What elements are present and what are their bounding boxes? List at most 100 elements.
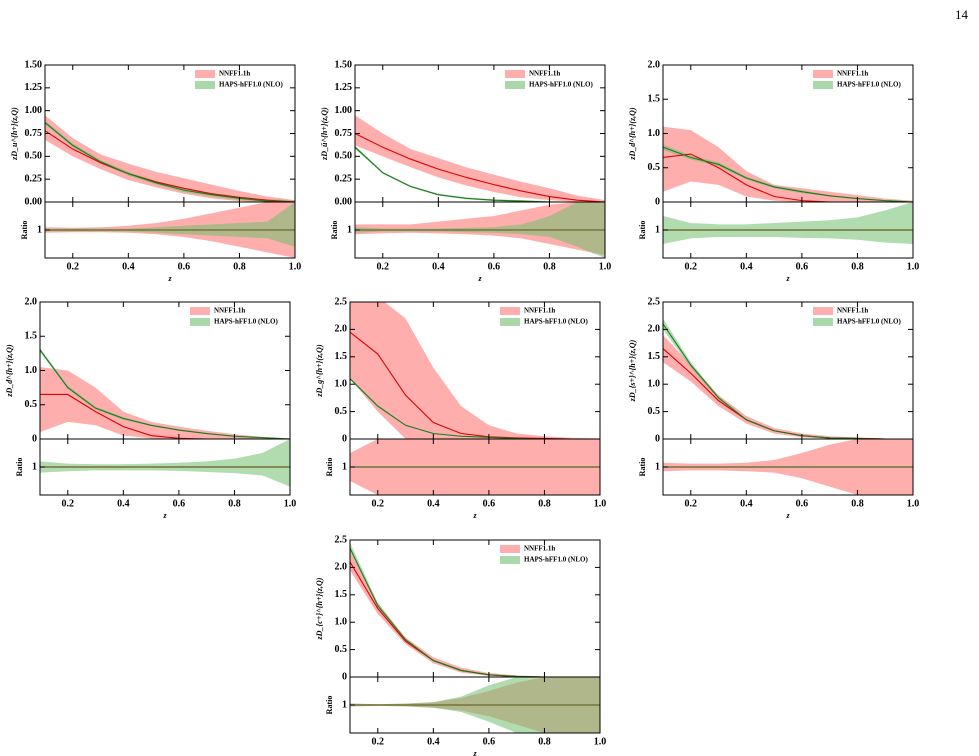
x-tick-label: 1.0 bbox=[594, 736, 607, 747]
x-tick-label: 0.8 bbox=[233, 261, 246, 272]
plot-area bbox=[355, 115, 605, 202]
error-band bbox=[355, 115, 605, 202]
x-tick-label: 0.4 bbox=[740, 498, 753, 509]
line bbox=[663, 348, 913, 439]
x-tick-label: 0.2 bbox=[685, 498, 698, 509]
legend-label: HAPS-hFF1.0 (NLO) bbox=[524, 556, 588, 564]
ratio-area bbox=[350, 677, 600, 733]
error-band bbox=[663, 126, 913, 202]
x-axis-label: z bbox=[162, 511, 167, 520]
y-tick-label: 1.50 bbox=[335, 59, 353, 70]
ratio-band bbox=[663, 202, 913, 244]
line bbox=[663, 146, 913, 202]
y-tick-label: 2.0 bbox=[648, 59, 661, 70]
y-tick-label: 1.50 bbox=[25, 59, 43, 70]
x-axis-label: z bbox=[785, 274, 790, 283]
y-tick-label: 2.5 bbox=[335, 534, 348, 545]
legend-label: NNFF1.1h bbox=[837, 70, 868, 78]
x-tick-label: 0.8 bbox=[851, 498, 864, 509]
y-tick-label: 1.00 bbox=[25, 105, 43, 116]
legend-swatch bbox=[500, 556, 520, 564]
plot-area bbox=[663, 126, 913, 202]
x-tick-label: 0.2 bbox=[62, 498, 75, 509]
y-tick-label: 0.75 bbox=[25, 128, 43, 139]
y-tick-label: 1.5 bbox=[25, 331, 38, 342]
ratio-label: Ratio bbox=[638, 221, 647, 240]
y-tick-label: 1 bbox=[655, 461, 660, 472]
plot-area bbox=[45, 115, 295, 202]
x-tick-label: 0.4 bbox=[427, 498, 440, 509]
error-band bbox=[40, 367, 290, 439]
y-tick-label: 0 bbox=[655, 433, 660, 444]
ratio-label: Ratio bbox=[638, 458, 647, 477]
x-tick-label: 0.4 bbox=[117, 498, 130, 509]
x-tick-label: 0.8 bbox=[538, 736, 551, 747]
y-tick-label: 0.5 bbox=[335, 406, 348, 417]
x-tick-label: 0.4 bbox=[740, 261, 753, 272]
error-band bbox=[663, 144, 913, 202]
ratio-label: Ratio bbox=[15, 458, 24, 477]
plot-area bbox=[663, 318, 913, 439]
x-tick-label: 0.2 bbox=[685, 261, 698, 272]
y-axis-label: zD_g^{h+}(z,Q) bbox=[315, 344, 324, 398]
y-tick-label: 1.0 bbox=[25, 365, 38, 376]
y-tick-label: 0.5 bbox=[648, 406, 661, 417]
legend-label: HAPS-hFF1.0 (NLO) bbox=[529, 81, 593, 89]
x-tick-label: 1.0 bbox=[599, 261, 612, 272]
y-tick-label: 2.0 bbox=[335, 562, 348, 573]
legend-label: HAPS-hFF1.0 (NLO) bbox=[837, 81, 901, 89]
y-tick-label: 0 bbox=[655, 196, 660, 207]
legend-swatch bbox=[195, 70, 215, 78]
ratio-label: Ratio bbox=[325, 696, 334, 715]
legend-label: NNFF1.1h bbox=[524, 545, 555, 553]
ratio-area bbox=[350, 439, 600, 495]
y-tick-label: 1 bbox=[347, 224, 352, 235]
y-axis-label: zD_ū^{h+}(z,Q) bbox=[320, 107, 329, 161]
x-tick-label: 1.0 bbox=[594, 498, 607, 509]
legend-swatch bbox=[505, 81, 525, 89]
x-tick-label: 0.2 bbox=[372, 498, 385, 509]
ratio-label: Ratio bbox=[20, 221, 29, 240]
y-tick-label: 0 bbox=[32, 433, 37, 444]
y-tick-label: 1.25 bbox=[25, 82, 43, 93]
x-tick-label: 0.6 bbox=[483, 736, 496, 747]
line bbox=[45, 130, 295, 202]
x-tick-label: 1.0 bbox=[289, 261, 302, 272]
x-axis-label: z bbox=[785, 511, 790, 520]
y-axis-label: zD_u^{h+}(z,Q) bbox=[10, 107, 19, 161]
legend-swatch bbox=[500, 545, 520, 553]
y-tick-label: 1 bbox=[32, 461, 37, 472]
ratio-area bbox=[40, 439, 290, 487]
y-axis-label: zD_đ^{h+}(z,Q) bbox=[5, 344, 14, 398]
y-tick-label: 0.00 bbox=[25, 196, 43, 207]
legend-swatch bbox=[813, 307, 833, 315]
ratio-area bbox=[45, 202, 295, 258]
error-band bbox=[663, 334, 913, 439]
legend-swatch bbox=[195, 81, 215, 89]
y-tick-label: 2.0 bbox=[25, 296, 38, 307]
y-tick-label: 1.0 bbox=[335, 378, 348, 389]
legend-label: NNFF1.1h bbox=[219, 70, 250, 78]
y-tick-label: 0.5 bbox=[648, 162, 661, 173]
y-tick-label: 0.5 bbox=[335, 644, 348, 655]
y-tick-label: 1.5 bbox=[648, 351, 661, 362]
x-tick-label: 0.8 bbox=[851, 261, 864, 272]
error-band bbox=[45, 120, 295, 202]
legend-label: NNFF1.1h bbox=[214, 307, 245, 315]
y-axis-label: zD_{c+}^{h+}(z,Q) bbox=[315, 577, 324, 640]
x-tick-label: 0.6 bbox=[488, 261, 501, 272]
x-tick-label: 0.4 bbox=[427, 736, 440, 747]
y-tick-label: 1.00 bbox=[335, 105, 353, 116]
y-tick-label: 1 bbox=[37, 224, 42, 235]
y-tick-label: 0 bbox=[342, 671, 347, 682]
x-tick-label: 1.0 bbox=[284, 498, 297, 509]
legend-swatch bbox=[813, 70, 833, 78]
y-tick-label: 1 bbox=[342, 461, 347, 472]
y-tick-label: 2.0 bbox=[335, 324, 348, 335]
y-tick-label: 0.50 bbox=[25, 151, 43, 162]
line bbox=[40, 393, 290, 439]
x-tick-label: 0.2 bbox=[67, 261, 80, 272]
plot-area bbox=[350, 542, 600, 677]
